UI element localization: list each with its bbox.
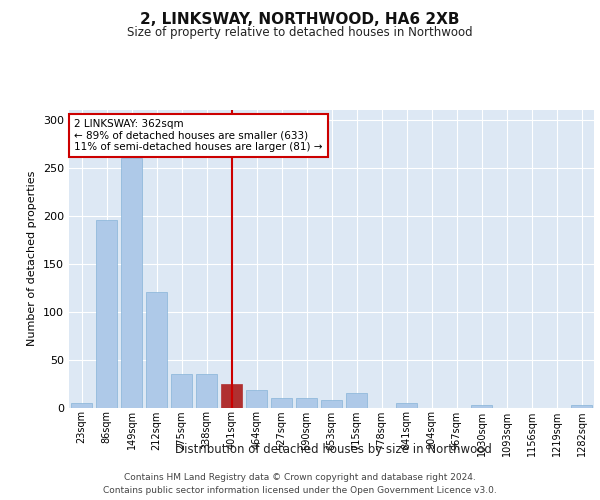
Bar	[296, 398, 317, 407]
Bar	[71, 402, 92, 407]
Text: Distribution of detached houses by size in Northwood: Distribution of detached houses by size …	[175, 442, 491, 456]
Bar	[246, 390, 267, 407]
Bar	[146, 292, 167, 408]
Text: Size of property relative to detached houses in Northwood: Size of property relative to detached ho…	[127, 26, 473, 39]
Text: Contains HM Land Registry data © Crown copyright and database right 2024.: Contains HM Land Registry data © Crown c…	[124, 472, 476, 482]
Y-axis label: Number of detached properties: Number of detached properties	[28, 171, 37, 346]
Bar	[471, 404, 492, 407]
Bar	[96, 220, 117, 408]
Bar	[171, 374, 192, 408]
Bar	[121, 158, 142, 408]
Bar	[396, 402, 417, 407]
Bar	[221, 384, 242, 407]
Text: 2 LINKSWAY: 362sqm
← 89% of detached houses are smaller (633)
11% of semi-detach: 2 LINKSWAY: 362sqm ← 89% of detached hou…	[74, 119, 323, 152]
Bar	[346, 393, 367, 407]
Bar	[196, 374, 217, 408]
Bar	[321, 400, 342, 407]
Text: 2, LINKSWAY, NORTHWOOD, HA6 2XB: 2, LINKSWAY, NORTHWOOD, HA6 2XB	[140, 12, 460, 28]
Bar	[271, 398, 292, 407]
Bar	[571, 404, 592, 407]
Text: Contains public sector information licensed under the Open Government Licence v3: Contains public sector information licen…	[103, 486, 497, 495]
